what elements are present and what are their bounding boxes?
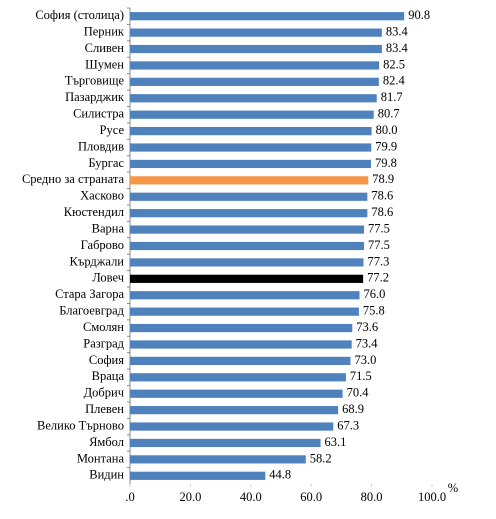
bar [130, 258, 364, 267]
y-tick-label: Добрич [84, 386, 124, 400]
y-tick-label: Габрово [81, 238, 124, 252]
value-label: 71.5 [350, 369, 372, 383]
x-tick-label: 80.0 [361, 490, 383, 504]
value-label: 83.4 [386, 41, 409, 55]
y-tick-label: Хасково [80, 189, 124, 203]
value-label: 78.9 [372, 172, 394, 186]
x-tick-label: 100.0 [418, 490, 446, 504]
x-tick-label: 60.0 [300, 490, 322, 504]
bar [130, 356, 351, 365]
value-label: 77.5 [368, 238, 390, 252]
value-label: 77.5 [368, 221, 390, 235]
value-label: 80.0 [376, 123, 398, 137]
value-label: 80.7 [378, 107, 400, 121]
bar [130, 241, 365, 251]
y-tick-label: Шумен [85, 57, 124, 71]
value-label: 82.4 [383, 74, 406, 88]
bar [130, 110, 374, 119]
bar [130, 406, 339, 415]
y-tick-label: Кърджали [70, 254, 125, 268]
bar [130, 274, 364, 283]
y-tick-label: Пазарджик [65, 90, 125, 104]
value-label: 76.0 [364, 287, 386, 301]
y-tick-label: Пловдив [78, 139, 124, 153]
bar [130, 323, 353, 333]
y-tick-label: Русе [100, 123, 125, 137]
value-label: 90.8 [408, 8, 430, 22]
y-tick-label: София [89, 353, 124, 367]
y-tick-label: Силистра [73, 107, 124, 121]
y-tick-label: Варна [92, 221, 125, 235]
value-label: 79.8 [375, 156, 397, 170]
value-label: 68.9 [342, 402, 364, 416]
value-label: 67.3 [337, 418, 359, 432]
value-label: 83.4 [386, 24, 409, 38]
y-tick-label: Разград [83, 336, 124, 350]
y-tick-label: Монтана [77, 451, 125, 465]
bar [130, 143, 372, 152]
value-label: 58.2 [310, 451, 332, 465]
bar [130, 28, 382, 37]
y-tick-label: Ямбол [89, 435, 124, 449]
bar [130, 340, 352, 349]
value-label: 63.1 [325, 435, 347, 449]
bar [130, 94, 377, 103]
y-tick-label: Кюстендил [64, 205, 124, 219]
value-label: 73.6 [356, 320, 378, 334]
y-tick-label: Средно за страната [22, 172, 124, 186]
value-label: 75.8 [363, 304, 385, 318]
bar [130, 389, 343, 398]
bar [130, 291, 360, 300]
y-tick-label: Сливен [85, 41, 125, 55]
y-tick-label: Велико Търново [37, 418, 124, 432]
bar [130, 12, 405, 21]
value-label: 82.5 [383, 57, 405, 71]
y-tick-label: София (столица) [35, 8, 124, 22]
x-tick-label: .0 [125, 490, 134, 504]
value-label: 79.9 [375, 139, 397, 153]
bar [130, 159, 371, 169]
value-label: 77.3 [367, 254, 389, 268]
bar [130, 77, 379, 86]
y-tick-label: Смолян [83, 320, 124, 334]
bar [130, 127, 372, 136]
value-label: 77.2 [367, 271, 389, 285]
value-label: 78.6 [371, 205, 393, 219]
bar [130, 209, 368, 218]
bar [130, 455, 306, 464]
x-tick-label: 20.0 [179, 490, 201, 504]
bar [130, 61, 380, 70]
bar [130, 438, 321, 448]
bar [130, 225, 365, 234]
value-label: 70.4 [347, 386, 370, 400]
value-label: 44.8 [269, 468, 291, 482]
value-label: 73.0 [354, 353, 376, 367]
y-tick-label: Търговище [65, 74, 125, 88]
y-tick-label: Видин [89, 468, 124, 482]
value-label: 73.4 [356, 336, 379, 350]
bar [130, 307, 359, 316]
y-tick-label: Враца [92, 369, 125, 383]
bar [130, 192, 368, 201]
bar [130, 422, 334, 431]
x-axis-label: % [448, 481, 458, 495]
x-tick-label: 40.0 [240, 490, 262, 504]
bar [130, 373, 346, 382]
y-tick-label: Стара Загора [55, 287, 124, 301]
value-label: 81.7 [381, 90, 403, 104]
bar [130, 44, 382, 54]
y-tick-label: Бургас [88, 156, 124, 170]
y-tick-label: Ловеч [92, 271, 124, 285]
y-tick-label: Благоевград [59, 304, 124, 318]
bar [130, 471, 266, 480]
y-tick-label: Плевен [85, 402, 124, 416]
y-tick-label: Перник [84, 24, 125, 38]
value-label: 78.6 [371, 189, 393, 203]
bar [130, 176, 369, 185]
